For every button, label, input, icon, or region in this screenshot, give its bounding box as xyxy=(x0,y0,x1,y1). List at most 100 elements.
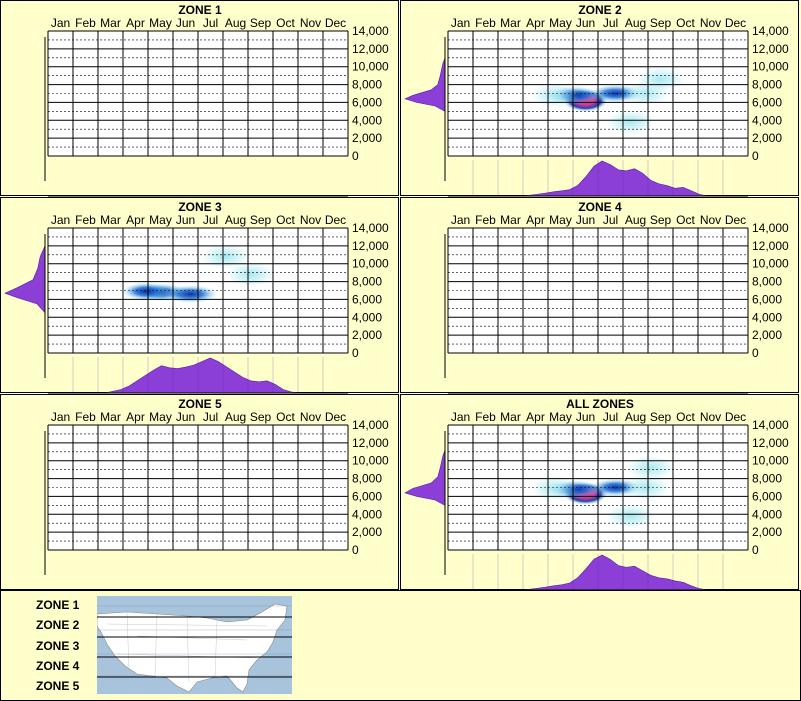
y-tick-label: 2,000 xyxy=(352,328,382,342)
chart-panel-4: ZONE 4 Jan Feb Mar Apr May Jun Jul Aug Sep Oct Nov D… xyxy=(400,197,799,394)
y-tick-label: 10,000 xyxy=(352,454,389,468)
month-label: Jun xyxy=(576,410,595,424)
month-label: Oct xyxy=(276,16,295,30)
month-label: Apr xyxy=(526,213,545,227)
y-tick-label: 8,000 xyxy=(752,472,782,486)
month-label: Apr xyxy=(526,410,545,424)
heatmap-layer xyxy=(531,455,675,529)
chart-panel-1: ZONE 1 Jan Feb Mar Apr May Jun Jul Aug Sep Oct Nov D… xyxy=(0,0,399,197)
chart-svg: ZONE 1 Jan Feb Mar Apr May Jun Jul Aug Sep Oct Nov D… xyxy=(44,3,389,197)
y-tick-label: 0 xyxy=(752,346,759,360)
month-label: Jul xyxy=(603,16,618,30)
y-tick-label: 10,000 xyxy=(352,60,389,74)
month-label: May xyxy=(549,213,572,227)
month-label: Mar xyxy=(500,410,521,424)
heat-hotspot xyxy=(531,476,580,501)
y-tick-label: 8,000 xyxy=(352,275,382,289)
heat-hotspot xyxy=(201,244,250,269)
month-label: Sep xyxy=(250,16,272,30)
month-label: Jun xyxy=(176,16,195,30)
month-label: Mar xyxy=(500,213,521,227)
month-label: Jul xyxy=(203,16,218,30)
y-tick-label: 14,000 xyxy=(752,24,789,38)
chart-title: ZONE 3 xyxy=(178,200,222,214)
month-label: Jun xyxy=(176,213,195,227)
y-tick-label: 14,000 xyxy=(352,418,389,432)
month-label: Jan xyxy=(51,213,70,227)
chart-panel-3: ZONE 3 Jan Feb Mar Apr May Jun Jul Aug Sep Oct Nov D… xyxy=(0,197,399,394)
chart-panel-5: ZONE 5 Jan Feb Mar Apr May Jun Jul Aug Sep Oct Nov D… xyxy=(0,394,399,591)
zone-legend: ZONE 1 ZONE 2 ZONE 3 ZONE 4 ZONE 5 xyxy=(0,590,801,701)
heat-hotspot xyxy=(531,83,580,108)
month-label: Nov xyxy=(300,16,321,30)
month-label: Nov xyxy=(700,16,721,30)
month-label: Jul xyxy=(603,410,618,424)
month-label: Aug xyxy=(225,16,246,30)
heat-hotspot xyxy=(162,285,219,304)
month-label: Jan xyxy=(51,16,70,30)
month-label: Apr xyxy=(126,16,145,30)
month-label: Aug xyxy=(225,410,246,424)
month-label: Oct xyxy=(676,16,695,30)
y-tick-label: 14,000 xyxy=(352,24,389,38)
month-label: Aug xyxy=(625,213,646,227)
y-tick-label: 10,000 xyxy=(752,257,789,271)
chart-title: ZONE 1 xyxy=(178,3,222,17)
month-label: Apr xyxy=(126,213,145,227)
month-label: Oct xyxy=(276,213,295,227)
month-label: Mar xyxy=(500,16,521,30)
month-label: Dec xyxy=(725,213,746,227)
chart-svg: ZONE 5 Jan Feb Mar Apr May Jun Jul Aug Sep Oct Nov D… xyxy=(44,397,389,591)
y-tick-label: 0 xyxy=(352,543,359,557)
month-label: Apr xyxy=(126,410,145,424)
y-tick-label: 4,000 xyxy=(352,507,382,521)
chart-title: ZONE 5 xyxy=(178,397,222,411)
month-label: Jan xyxy=(451,16,470,30)
y-tick-label: 0 xyxy=(752,543,759,557)
y-tick-label: 0 xyxy=(352,346,359,360)
y-tick-label: 4,000 xyxy=(752,310,782,324)
month-label: Feb xyxy=(475,16,496,30)
chart-panel-6: ALL ZONES Jan Feb Mar Apr May Jun Jul Aug Sep Oct N… xyxy=(400,394,799,591)
month-label: Dec xyxy=(325,213,346,227)
y-tick-label: 14,000 xyxy=(352,221,389,235)
month-label: Dec xyxy=(725,410,746,424)
us-map-graphic xyxy=(97,603,292,693)
month-label: Dec xyxy=(325,16,346,30)
chart-title: ZONE 2 xyxy=(578,3,622,17)
heat-hotspot xyxy=(121,282,170,301)
month-label: Jun xyxy=(176,410,195,424)
month-label: Mar xyxy=(100,213,121,227)
y-tick-label: 6,000 xyxy=(352,292,382,306)
month-label: Apr xyxy=(526,16,545,30)
legend-zone-5: ZONE 5 xyxy=(36,679,80,693)
y-tick-label: 8,000 xyxy=(352,472,382,486)
legend-zone-1: ZONE 1 xyxy=(36,598,80,612)
elevation-density-curve xyxy=(404,57,446,112)
legend-zone-2: ZONE 2 xyxy=(36,618,80,632)
heat-hotspot xyxy=(226,262,275,287)
y-tick-label: 8,000 xyxy=(752,275,782,289)
y-tick-label: 6,000 xyxy=(352,489,382,503)
chart-svg: ZONE 4 Jan Feb Mar Apr May Jun Jul Aug Sep Oct Nov D… xyxy=(444,200,789,394)
month-label: Mar xyxy=(100,410,121,424)
y-tick-label: 10,000 xyxy=(752,454,789,468)
month-label: Jan xyxy=(51,410,70,424)
month-label: Nov xyxy=(700,410,721,424)
y-tick-label: 6,000 xyxy=(752,95,782,109)
chart-svg: ALL ZONES Jan Feb Mar Apr May Jun Jul Aug Sep Oct N… xyxy=(404,397,789,591)
month-label: Dec xyxy=(725,16,746,30)
y-tick-label: 6,000 xyxy=(752,489,782,503)
y-tick-label: 12,000 xyxy=(752,42,789,56)
month-label: Oct xyxy=(276,410,295,424)
month-label: Sep xyxy=(250,213,272,227)
y-tick-label: 8,000 xyxy=(752,78,782,92)
heat-hotspot xyxy=(606,110,655,135)
month-label: May xyxy=(149,213,172,227)
month-label: Jul xyxy=(203,410,218,424)
chart-svg: ZONE 3 Jan Feb Mar Apr May Jun Jul Aug Sep Oct Nov D… xyxy=(4,200,389,394)
month-label: Feb xyxy=(75,410,96,424)
chart-title: ZONE 4 xyxy=(578,200,622,214)
heat-hotspot xyxy=(636,67,685,92)
y-tick-label: 12,000 xyxy=(752,239,789,253)
